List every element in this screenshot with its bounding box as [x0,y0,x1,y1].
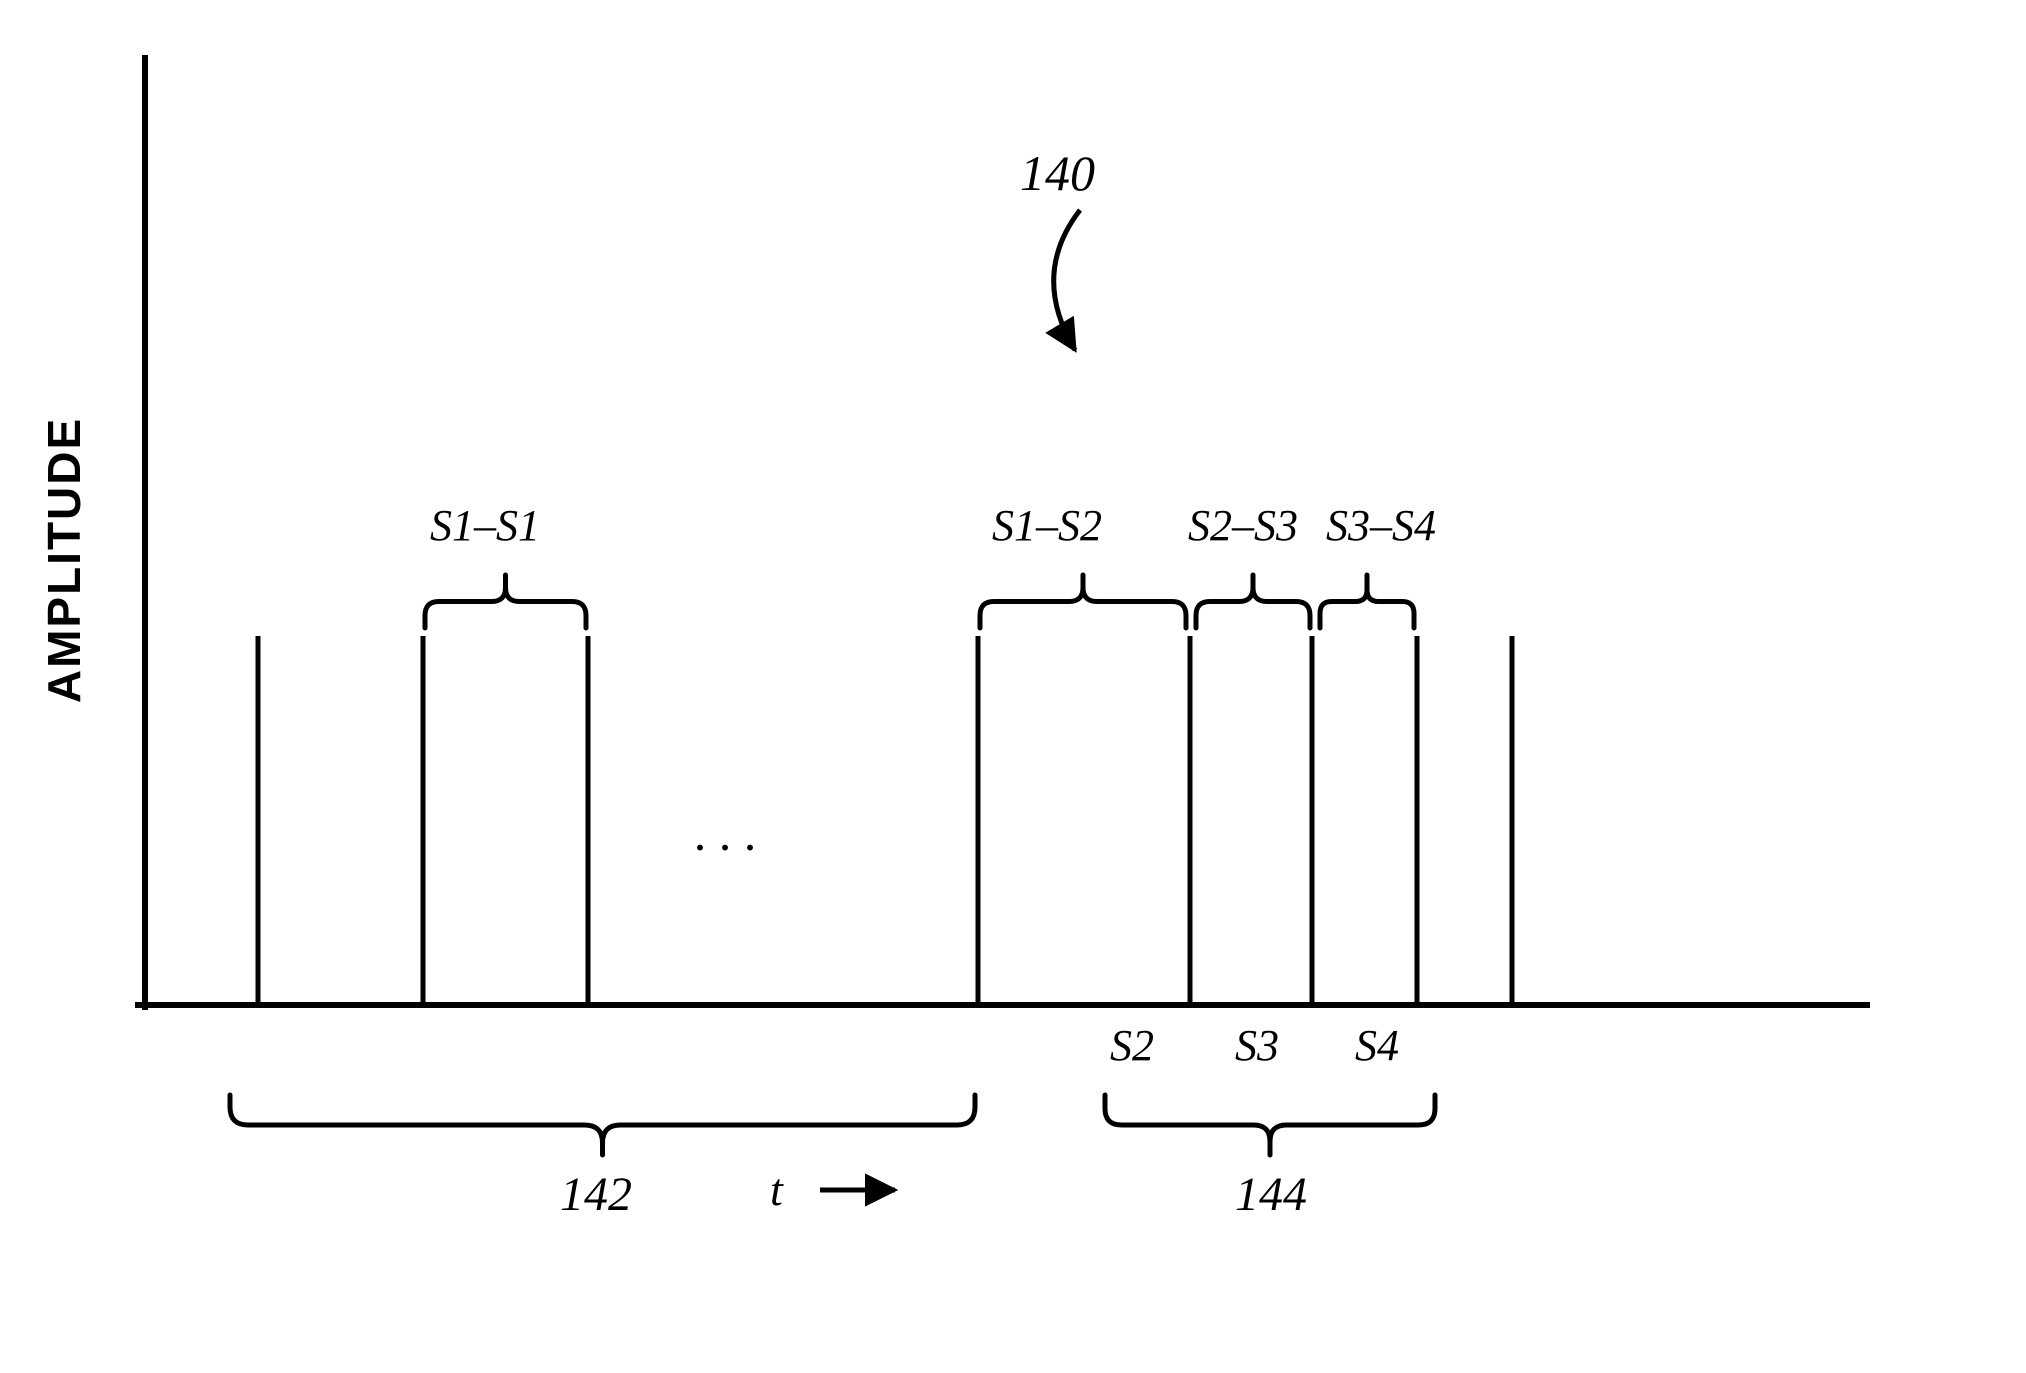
t-label: t [770,1164,784,1215]
brace-top [425,575,586,628]
pulse-label: S3 [1235,1021,1279,1070]
brace-bottom [230,1095,975,1155]
brace-top-label: S1–S1 [430,501,540,550]
pulse-label: S2 [1110,1021,1154,1070]
callout-arrow-icon [1054,210,1080,350]
y-axis-label: AMPLITUDE [38,417,90,703]
brace-top [1320,575,1414,628]
brace-top [1196,575,1310,628]
brace-top [980,575,1186,628]
ellipsis: . . . [695,805,758,861]
callout-140: 140 [1020,145,1095,201]
brace-top-label: S1–S2 [992,501,1102,550]
brace-bottom-label: 144 [1235,1168,1307,1221]
brace-bottom [1105,1095,1435,1155]
brace-top-label: S2–S3 [1188,501,1298,550]
pulse-label: S4 [1355,1021,1399,1070]
brace-top-label: S3–S4 [1326,501,1436,550]
brace-bottom-label: 142 [560,1168,632,1221]
